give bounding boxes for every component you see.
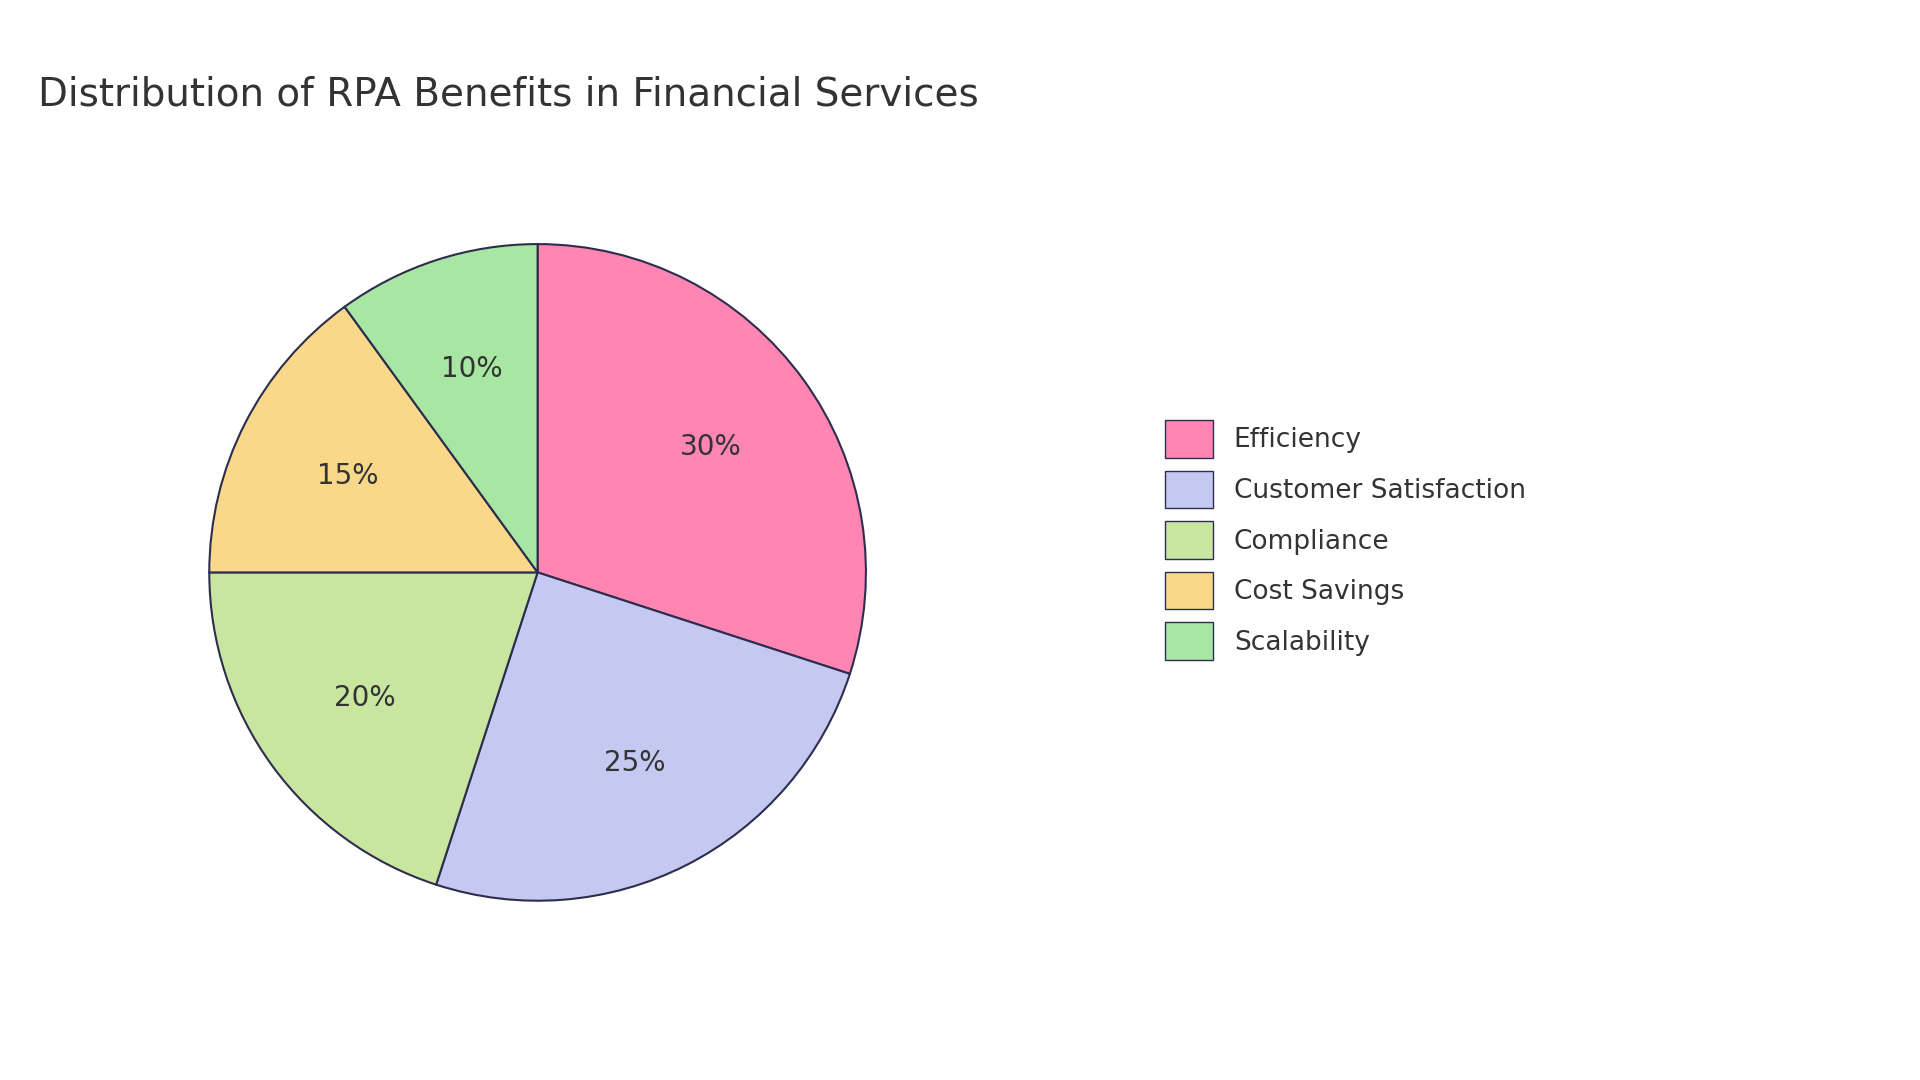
Text: Distribution of RPA Benefits in Financial Services: Distribution of RPA Benefits in Financia… — [38, 76, 979, 113]
Legend: Efficiency, Customer Satisfaction, Compliance, Cost Savings, Scalability: Efficiency, Customer Satisfaction, Compl… — [1165, 420, 1526, 660]
Wedge shape — [344, 244, 538, 572]
Wedge shape — [538, 244, 866, 674]
Text: 20%: 20% — [334, 684, 396, 712]
Wedge shape — [436, 572, 851, 901]
Wedge shape — [209, 572, 538, 885]
Text: 15%: 15% — [317, 461, 378, 489]
Text: 30%: 30% — [680, 433, 741, 461]
Text: 10%: 10% — [442, 355, 503, 383]
Wedge shape — [209, 307, 538, 572]
Text: 25%: 25% — [603, 748, 664, 777]
